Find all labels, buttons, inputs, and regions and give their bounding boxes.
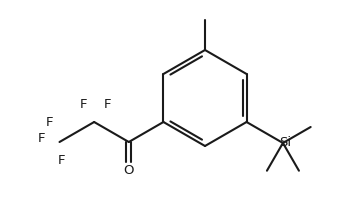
Text: Si: Si: [279, 137, 291, 149]
Text: F: F: [46, 116, 53, 129]
Text: F: F: [58, 154, 65, 167]
Text: F: F: [104, 97, 111, 111]
Text: F: F: [38, 132, 45, 145]
Text: F: F: [79, 97, 87, 111]
Text: O: O: [124, 164, 134, 176]
